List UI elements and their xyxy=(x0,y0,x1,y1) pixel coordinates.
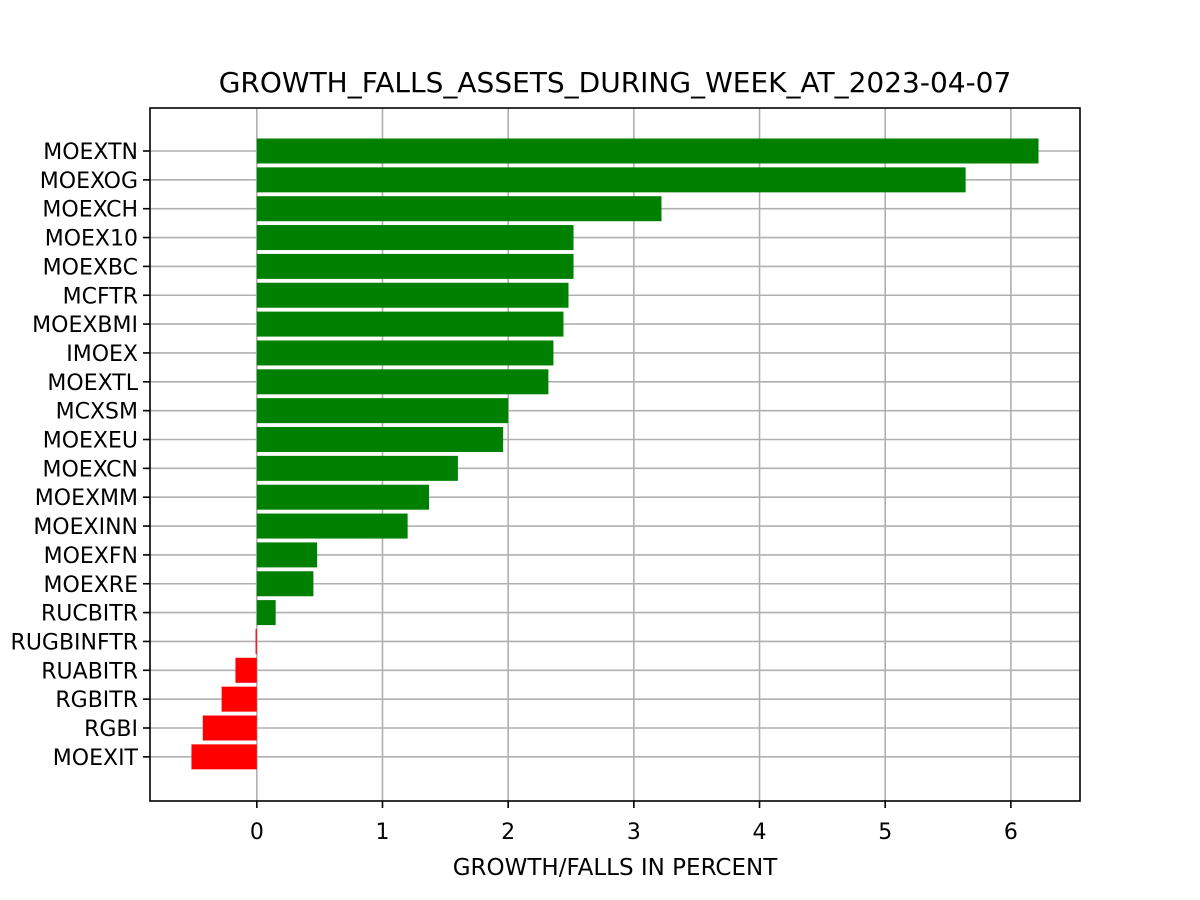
bar-rucbitr xyxy=(256,600,276,626)
x-tick-label: 1 xyxy=(376,820,390,845)
bar-moexre xyxy=(256,571,314,597)
y-tick-label: MOEXTL xyxy=(47,371,138,396)
x-tick-label: 4 xyxy=(753,820,767,845)
chart-title: GROWTH_FALLS_ASSETS_DURING_WEEK_AT_2023-… xyxy=(219,66,1012,99)
y-tick-label: RGBI xyxy=(84,717,138,742)
y-tick-label: IMOEX xyxy=(66,342,138,367)
x-tick-label: 3 xyxy=(627,820,641,845)
x-tick-label: 6 xyxy=(1004,820,1018,845)
y-tick-label: RUABITR xyxy=(41,659,138,684)
bar-moexfn xyxy=(256,542,318,568)
bar-moexcn xyxy=(256,455,458,481)
bar-mcxsm xyxy=(256,398,509,424)
bar-moexch xyxy=(256,196,662,222)
bar-rgbi xyxy=(202,715,257,741)
x-tick-label: 0 xyxy=(250,820,264,845)
y-tick-label: MOEXMM xyxy=(35,486,138,511)
bar-moexbc xyxy=(256,253,574,279)
y-tick-label: MOEXIT xyxy=(53,746,139,771)
bar-moexbmi xyxy=(256,311,564,337)
y-tick-label: MOEX10 xyxy=(45,227,138,252)
y-tick-label: RUGBINFTR xyxy=(11,630,138,655)
y-tick-label: MOEXEU xyxy=(43,429,138,454)
bar-moexinn xyxy=(256,513,408,539)
y-axis-ticks: MOEXTN MOEXOG MOEXCH MOEX10 MOEXBC MCFTR MOEXB… xyxy=(11,140,150,771)
bar-moextn xyxy=(256,138,1039,164)
bar-mcftr xyxy=(256,282,569,308)
y-tick-label: MOEXTN xyxy=(43,140,138,165)
y-tick-label: MOEXBMI xyxy=(32,313,138,338)
y-tick-label: MCXSM xyxy=(56,400,138,425)
y-tick-label: MOEXINN xyxy=(33,515,138,540)
bar-moextl xyxy=(256,369,549,395)
bar-rugbinftr xyxy=(255,628,257,654)
y-tick-label: MOEXRE xyxy=(44,573,138,598)
x-tick-label: 5 xyxy=(878,820,892,845)
y-tick-label: MOEXCH xyxy=(42,198,138,223)
bar-imoex xyxy=(256,340,554,366)
x-axis-label: GROWTH/FALLS IN PERCENT xyxy=(453,855,778,881)
bar-moexog xyxy=(256,167,966,193)
bar-ruabitr xyxy=(235,657,257,683)
y-tick-label: MOEXFN xyxy=(44,544,138,569)
bars xyxy=(191,138,1039,770)
y-tick-label: RUCBITR xyxy=(41,602,138,627)
y-tick-label: MOEXOG xyxy=(40,169,138,194)
y-tick-label: MOEXCN xyxy=(43,457,139,482)
y-tick-label: MOEXBC xyxy=(43,255,138,280)
bar-moex10 xyxy=(256,225,574,251)
y-tick-label: MCFTR xyxy=(63,284,138,309)
x-tick-label: 2 xyxy=(501,820,515,845)
bar-rgbitr xyxy=(221,686,257,712)
bar-moexit xyxy=(191,744,257,770)
bar-moexeu xyxy=(256,427,504,452)
plot-frame xyxy=(149,107,1081,802)
x-axis-ticks: 0 1 2 3 4 5 6 xyxy=(250,801,1018,845)
bar-moexmm xyxy=(256,484,429,510)
y-tick-label: RGBITR xyxy=(55,688,138,713)
